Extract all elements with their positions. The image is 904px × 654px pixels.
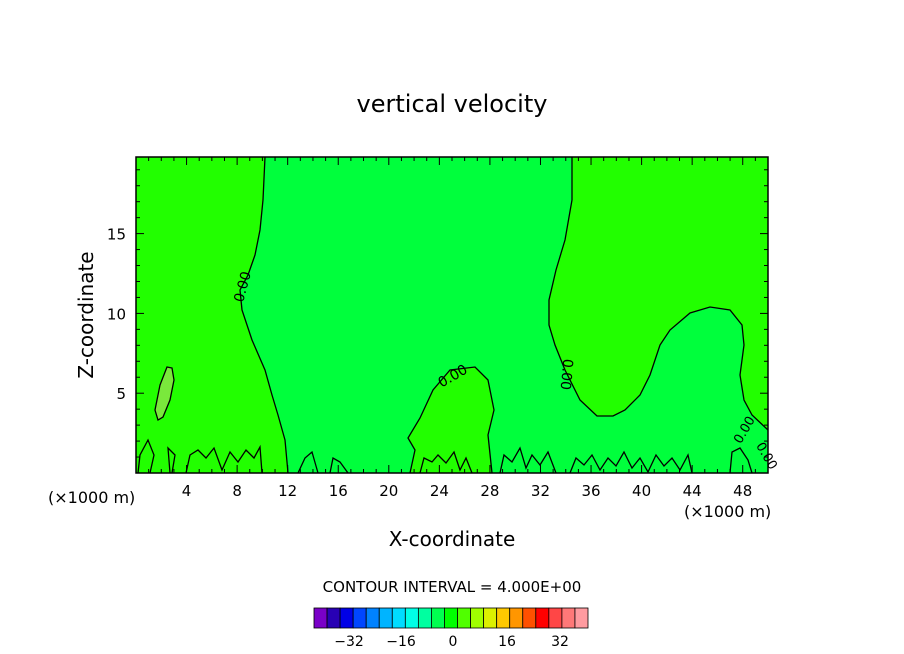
- contour-label: 0.00: [231, 270, 255, 304]
- colorbar-label: −16: [386, 634, 416, 650]
- x-tick-labels: 4 8 12 16 20 24 28 32 36 40 44 48: [182, 482, 752, 500]
- colorbar-swatch: [522, 607, 537, 629]
- x-unit-left: (×1000 m): [48, 488, 135, 507]
- colorbar-swatch: [548, 607, 563, 629]
- x-tick-label: 4: [182, 482, 192, 500]
- x-axis-label: X-coordinate: [389, 527, 516, 551]
- contour-line-center: [407, 366, 495, 474]
- colorbar-swatch: [352, 607, 367, 629]
- contour-line-left: [239, 156, 289, 474]
- colorbar-swatch: [470, 607, 485, 629]
- x-tick-label: 16: [329, 482, 348, 500]
- x-unit-right: (×1000 m): [684, 502, 771, 521]
- x-tick-label: 40: [632, 482, 651, 500]
- x-tick-label: 32: [531, 482, 550, 500]
- colorbar-labels: −32 −16 0 16 32: [334, 634, 569, 650]
- x-tick-label: 28: [480, 482, 499, 500]
- colorbar-swatch: [378, 607, 393, 629]
- contour-interval-text: CONTOUR INTERVAL = 4.000E+00: [323, 578, 582, 596]
- tick-marks: [135, 157, 769, 473]
- colorbar-swatch: [574, 607, 589, 629]
- contour-line-right: [548, 157, 769, 431]
- colorbar-swatch: [431, 607, 445, 629]
- colorbar-swatch: [417, 607, 432, 629]
- colorbar-swatch: [404, 607, 419, 629]
- x-tick-label: 44: [683, 482, 702, 500]
- chart-title: vertical velocity: [357, 90, 548, 118]
- colorbar-swatch: [326, 607, 341, 629]
- colorbar-swatch: [313, 607, 328, 629]
- contour-label: 0.00: [557, 358, 576, 390]
- colorbar-swatch: [457, 607, 471, 629]
- x-tick-label: 8: [232, 482, 242, 500]
- y-tick-label: 15: [107, 226, 126, 244]
- colorbar-swatch: [339, 607, 354, 629]
- contour-line-small-left: [154, 366, 175, 421]
- colorbar-swatch: [509, 607, 524, 629]
- colorbar-label: 16: [498, 634, 516, 650]
- colorbar-swatch: [483, 607, 498, 629]
- colorbar-label: 32: [551, 634, 569, 650]
- region-positive-small-left: [155, 367, 174, 420]
- region-negative-central: [240, 157, 768, 473]
- y-axis-label: Z-coordinate: [74, 251, 98, 378]
- colorbar-swatch: [444, 607, 458, 629]
- colorbar-swatch: [561, 607, 576, 629]
- colorbar-swatch: [365, 607, 380, 629]
- y-tick-label: 5: [116, 385, 126, 403]
- x-tick-label: 24: [430, 482, 449, 500]
- colorbar-label: 0: [449, 634, 458, 650]
- colorbar-swatch: [535, 607, 550, 629]
- contour-noise-bottom: [137, 438, 753, 474]
- x-tick-label: 36: [581, 482, 600, 500]
- colorbar-swatch: [496, 607, 511, 629]
- y-tick-label: 10: [107, 305, 126, 323]
- colorbar-swatch: [391, 607, 406, 629]
- x-tick-label: 12: [278, 482, 297, 500]
- x-tick-label: 20: [379, 482, 398, 500]
- y-tick-labels: 5 10 15: [107, 226, 126, 404]
- colorbar: [313, 607, 589, 629]
- x-tick-label: 48: [733, 482, 752, 500]
- colorbar-label: −32: [334, 634, 364, 650]
- plot-area: 0.00 0.00 0.00 0.00 0.00: [135, 156, 780, 474]
